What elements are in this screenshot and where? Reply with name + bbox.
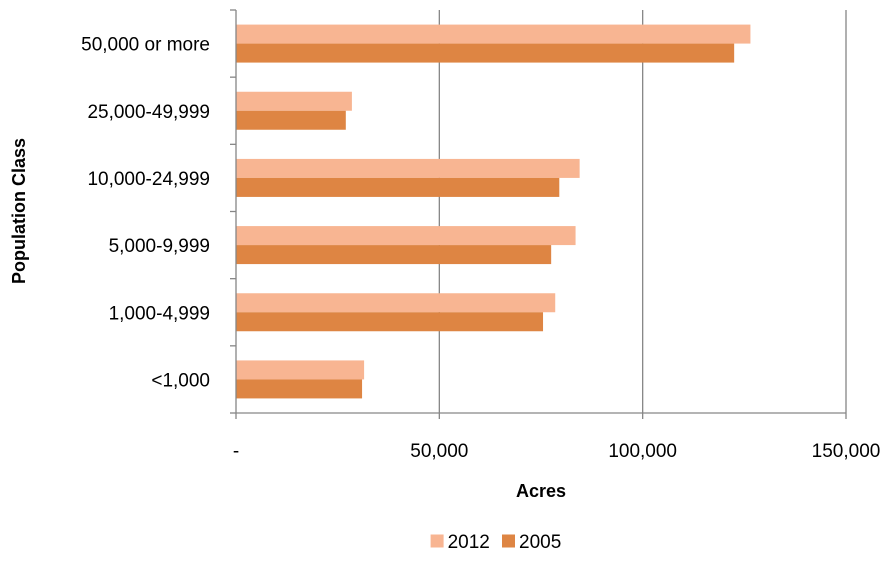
x-tick-label: 100,000 <box>608 441 677 462</box>
y-tick-label: <1,000 <box>151 370 210 391</box>
axes <box>230 9 847 419</box>
gridlines <box>438 10 847 413</box>
legend-swatch-2005 <box>502 534 515 548</box>
bar-2012 <box>236 24 751 44</box>
bar-2005 <box>236 312 544 332</box>
bar-2012 <box>236 226 576 246</box>
x-tick-label: - <box>233 441 239 462</box>
bar-2012 <box>236 91 352 111</box>
legend-swatch-2012 <box>430 534 444 548</box>
x-tick-label: 50,000 <box>410 441 468 462</box>
x-tick-label: 150,000 <box>812 441 881 462</box>
x-axis-title: Acres <box>516 481 566 501</box>
bar-2005 <box>236 245 552 265</box>
bar-2005 <box>236 379 363 399</box>
bar-2005 <box>236 43 735 63</box>
legend-label-2005: 2005 <box>519 532 561 553</box>
bar-2012 <box>236 158 580 178</box>
bar-2005 <box>236 110 346 130</box>
y-tick-label: 10,000-24,999 <box>87 169 210 190</box>
legend-label-2012: 2012 <box>448 532 490 553</box>
bar-2005 <box>236 177 560 197</box>
y-tick-label: 50,000 or more <box>81 35 210 56</box>
y-axis-title: Population Class <box>9 138 29 284</box>
bar-2012 <box>236 293 556 313</box>
y-tick-label: 5,000-9,999 <box>109 236 210 257</box>
y-tick-label: 1,000-4,999 <box>109 303 210 324</box>
labels: 50,000 or more 25,000-49,999 10,000-24,999… <box>81 35 880 462</box>
y-tick-label: 25,000-49,999 <box>87 102 210 123</box>
bars <box>236 24 751 399</box>
legend: 2012 2005 <box>430 532 561 553</box>
bar-2012 <box>236 360 365 380</box>
